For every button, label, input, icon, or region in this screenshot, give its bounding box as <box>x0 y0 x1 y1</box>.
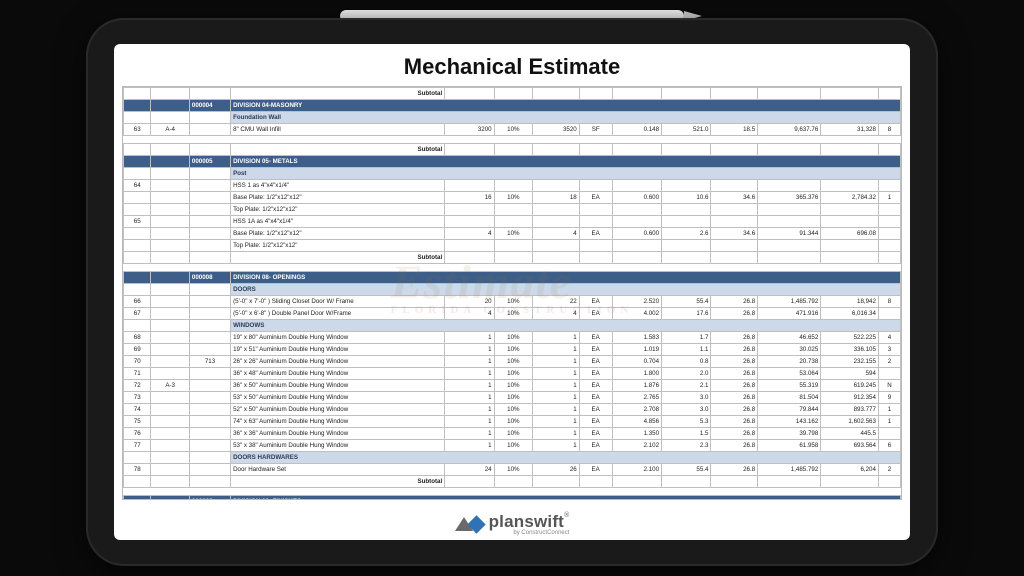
division-header: 000004DIVISION 04-MASONRY <box>124 100 901 112</box>
subtotal-row: Subtotal <box>124 476 901 488</box>
division-header: 000005DIVISION 05- METALS <box>124 156 901 168</box>
table-row: 78Door Hardware Set2410%26EA2.10055.426.… <box>124 464 901 476</box>
logo-mark-icon <box>455 517 483 531</box>
section-header: Foundation Wall <box>124 112 901 124</box>
division-header: 000008DIVISION 08- OPENINGS <box>124 272 901 284</box>
table-row: 7071326" x 26" Auminium Double Hung Wind… <box>124 356 901 368</box>
table-row: 7452" x 50" Auminium Double Hung Window1… <box>124 404 901 416</box>
table-row: Top Plate: 1/2"x12"x12" <box>124 204 901 216</box>
table-row: 7136" x 48" Auminium Double Hung Window1… <box>124 368 901 380</box>
spacer-row <box>124 488 901 496</box>
table-row: 72A-336" x 50" Auminium Double Hung Wind… <box>124 380 901 392</box>
table-row: 64HSS 1 as 4"x4"x1/4" <box>124 180 901 192</box>
table-row: Base Plate: 1/2"x12"x12"1610%18EA0.60010… <box>124 192 901 204</box>
section-header: WINDOWS <box>124 320 901 332</box>
table-row: 6919" x 51" Auminium Double Hung Window1… <box>124 344 901 356</box>
table-row: Base Plate: 1/2"x12"x12"410%4EA0.6002.63… <box>124 228 901 240</box>
logo-brand: planswift <box>489 512 564 531</box>
table-row: 7636" x 36" Auminium Double Hung Window1… <box>124 428 901 440</box>
subtotal-row: Subtotal <box>124 88 901 100</box>
table-row: 6819" x 80" Auminium Double Hung Window1… <box>124 332 901 344</box>
table-row: 7753" x 38" Auminium Double Hung Window1… <box>124 440 901 452</box>
subtotal-row: Subtotal <box>124 144 901 156</box>
estimate-sheet: Estimate FLORIDA CONSTRUCTION Subtotal00… <box>122 86 902 500</box>
section-header: DOORS HARDWARES <box>124 452 901 464</box>
table-row: 66(5'-0" x 7'-0" ) Sliding Closet Door W… <box>124 296 901 308</box>
page-title: Mechanical Estimate <box>114 54 910 80</box>
spacer-row <box>124 264 901 272</box>
planswift-logo: planswift® by ConstructConnect <box>455 512 570 536</box>
subtotal-row: Subtotal <box>124 252 901 264</box>
estimate-table: Subtotal000004DIVISION 04-MASONRYFoundat… <box>123 87 901 500</box>
spacer-row <box>124 136 901 144</box>
table-row: 65HSS 1A as 4"x4"x1/4" <box>124 216 901 228</box>
table-row: 7574" x 63" Auminium Double Hung Window1… <box>124 416 901 428</box>
footer: planswift® by ConstructConnect <box>114 512 910 536</box>
table-row: Top Plate: 1/2"x12"x12" <box>124 240 901 252</box>
table-row: 7353" x 50" Auminium Double Hung Window1… <box>124 392 901 404</box>
table-row: 63A-48" CMU Wall Infill320010%3520SF0.14… <box>124 124 901 136</box>
table-row: 67(5'-0" x 6'-8" ) Double Panel Door W/F… <box>124 308 901 320</box>
division-header: 000009DIVISION 09- FINISHES <box>124 496 901 501</box>
tablet-screen: Mechanical Estimate Estimate FLORIDA CON… <box>114 44 910 540</box>
logo-reg: ® <box>564 512 569 519</box>
section-header: DOORS <box>124 284 901 296</box>
section-header: Post <box>124 168 901 180</box>
tablet-frame: Mechanical Estimate Estimate FLORIDA CON… <box>86 18 938 566</box>
